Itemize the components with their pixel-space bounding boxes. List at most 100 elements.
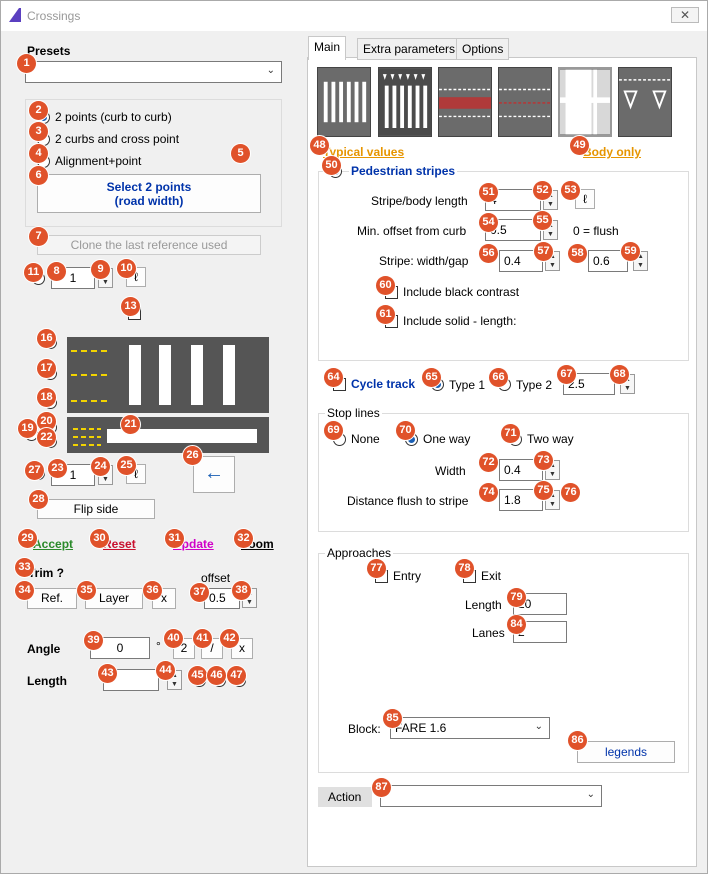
cycle-track-label: Cycle track xyxy=(351,377,416,391)
thumb-triangles[interactable] xyxy=(378,67,432,137)
min-offset-input[interactable]: 0.5 xyxy=(485,219,541,241)
angle-input[interactable]: 0 xyxy=(90,637,150,659)
tab-extra-parameters[interactable]: Extra parameters xyxy=(357,38,462,60)
lanes-label: Lanes xyxy=(472,626,505,640)
select-points-button[interactable]: Select 2 points (road width) xyxy=(37,174,261,213)
black-contrast-label: Include black contrast xyxy=(403,285,520,299)
select-points-line1: Select 2 points xyxy=(106,180,192,194)
degree-symbol: ° xyxy=(156,639,161,653)
marker-50: 50 xyxy=(322,156,341,175)
marker-57: 57 xyxy=(534,242,553,261)
accept-link[interactable]: Accept xyxy=(33,537,74,551)
marker-38: 38 xyxy=(232,581,251,600)
distance-flush-label: Distance flush to stripe xyxy=(347,494,469,508)
stripe-gap-input[interactable]: 0.6 xyxy=(588,250,628,272)
presets-label: Presets xyxy=(27,44,71,58)
marker-24: 24 xyxy=(91,457,110,476)
marker-36: 36 xyxy=(143,581,162,600)
distance-flush-input[interactable]: 1.8 xyxy=(499,489,543,511)
marker-26: 26 xyxy=(183,446,202,465)
arrow-left-button[interactable]: ← xyxy=(193,456,235,493)
stripe-body-length-button[interactable]: ℓ xyxy=(575,189,595,209)
pedestrian-group xyxy=(318,171,689,361)
min-offset-label: Min. offset from curb xyxy=(357,224,467,238)
marker-6: 6 xyxy=(29,166,48,185)
thumb-zebra[interactable] xyxy=(317,67,371,137)
tab-options[interactable]: Options xyxy=(456,38,510,60)
pedestrian-label: Pedestrian stripes xyxy=(349,164,458,178)
thumb-red-band[interactable] xyxy=(438,67,492,137)
trim-layer-button[interactable]: Layer xyxy=(85,588,143,609)
stripe-width-gap-label: Stripe: width/gap xyxy=(379,254,469,268)
marker-49: 49 xyxy=(570,136,589,155)
select-points-line2: (road width) xyxy=(114,194,184,208)
marker-52: 52 xyxy=(533,181,552,200)
marker-79: 79 xyxy=(507,588,526,607)
exit-label: Exit xyxy=(481,569,502,583)
chevron-down-icon: ⌄ xyxy=(266,65,275,76)
marker-69: 69 xyxy=(324,421,343,440)
marker-19: 19 xyxy=(18,419,37,438)
marker-68: 68 xyxy=(610,365,629,384)
trim-ref-button[interactable]: Ref. xyxy=(27,588,77,609)
marker-1: 1 xyxy=(17,54,36,73)
marker-66: 66 xyxy=(489,368,508,387)
marker-4: 4 xyxy=(29,144,48,163)
app-logo-icon xyxy=(9,8,21,22)
marker-74: 74 xyxy=(479,483,498,502)
block-select[interactable]: FARE 1.6 ⌄ xyxy=(390,717,550,739)
mode-label-alignment: Alignment+point xyxy=(55,154,142,168)
marker-55: 55 xyxy=(533,211,552,230)
marker-34: 34 xyxy=(15,581,34,600)
thumb-yield-signs[interactable] xyxy=(618,67,672,137)
marker-85: 85 xyxy=(383,709,402,728)
marker-65: 65 xyxy=(422,368,441,387)
offset-label: offset xyxy=(201,571,231,585)
block-label: Block: xyxy=(348,722,381,736)
tab-main[interactable]: Main xyxy=(308,36,347,60)
marker-11: 11 xyxy=(24,263,43,282)
thumb-dashed-lines[interactable] xyxy=(498,67,552,137)
thumb-solid-body[interactable] xyxy=(558,67,612,137)
stop-width-input[interactable]: 0.4 xyxy=(499,459,543,481)
legends-button[interactable]: legends xyxy=(577,741,675,763)
cycle-width-input[interactable]: 2.5 xyxy=(563,373,615,395)
stripe-width-input[interactable]: 0.4 xyxy=(499,250,543,272)
marker-64: 64 xyxy=(324,368,343,387)
chevron-down-icon: ⌄ xyxy=(586,789,595,800)
marker-39: 39 xyxy=(84,631,103,650)
marker-9: 9 xyxy=(91,260,110,279)
marker-54: 54 xyxy=(479,213,498,232)
marker-77: 77 xyxy=(367,559,386,578)
stop-lines-title: Stop lines xyxy=(325,406,382,420)
marker-44: 44 xyxy=(156,661,175,680)
marker-43: 43 xyxy=(98,664,117,683)
marker-46: 46 xyxy=(207,666,226,685)
approaches-title: Approaches xyxy=(325,546,394,560)
marker-10: 10 xyxy=(117,259,136,278)
marker-32: 32 xyxy=(234,529,253,548)
length-label: Length xyxy=(27,674,67,688)
reset-link[interactable]: Reset xyxy=(103,537,136,551)
marker-5: 5 xyxy=(231,144,250,163)
marker-53: 53 xyxy=(561,181,580,200)
clone-reference-button[interactable]: Clone the last reference used xyxy=(37,235,261,255)
marker-86: 86 xyxy=(568,731,587,750)
marker-72: 72 xyxy=(479,453,498,472)
crossing-preview-image xyxy=(67,337,269,413)
marker-17: 17 xyxy=(37,359,56,378)
close-button[interactable]: ✕ xyxy=(671,7,699,23)
action-select[interactable]: ⌄ xyxy=(380,785,602,807)
presets-select[interactable]: ⌄ xyxy=(25,61,282,83)
flip-side-button[interactable]: Flip side xyxy=(37,499,155,519)
body-only-link[interactable]: Body only xyxy=(583,145,642,159)
marker-21: 21 xyxy=(121,415,140,434)
mode-label-2points: 2 points (curb to curb) xyxy=(55,110,172,124)
cycle-type2-label: Type 2 xyxy=(516,378,553,392)
marker-8: 8 xyxy=(47,262,66,281)
typical-values-link[interactable]: Typical values xyxy=(323,145,405,159)
marker-27: 27 xyxy=(25,461,44,480)
stop-lines-group xyxy=(318,413,689,532)
marker-37: 37 xyxy=(190,583,209,602)
marker-48: 48 xyxy=(310,136,329,155)
